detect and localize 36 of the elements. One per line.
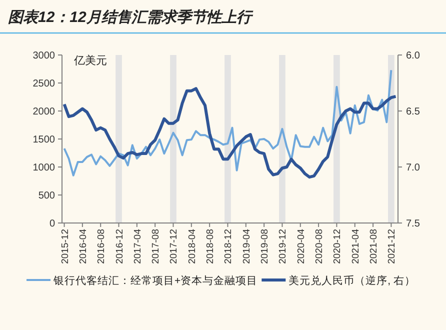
y-tick-label: 1500: [32, 134, 56, 146]
x-tick-label: 2021-04: [350, 229, 362, 264]
x-tick-label: 2017-04: [132, 229, 144, 264]
y-tick-label: 2500: [32, 78, 56, 90]
x-tick-label: 2017-12: [168, 229, 180, 264]
legend-label: 银行代客结汇：经常项目+资本与金融项目: [52, 274, 258, 287]
x-tick-label: 2019-12: [278, 229, 289, 264]
x-tick-label: 2020-08: [314, 229, 326, 264]
y-tick-label: 1000: [32, 162, 56, 174]
y2-tick-label: 7.5: [406, 218, 420, 230]
x-tick-label: 2019-04: [241, 229, 252, 264]
x-tick-label: 2020-04: [296, 229, 307, 264]
y-tick-label: 3000: [32, 50, 56, 62]
y2-tick-label: 6.0: [406, 50, 420, 62]
x-tick-label: 2016-08: [96, 229, 108, 264]
y2-tick-label: 6.5: [406, 106, 420, 118]
x-tick-label: 2018-08: [205, 229, 216, 264]
y-axis-title: 亿美元: [73, 54, 107, 67]
x-tick-label: 2016-04: [78, 229, 89, 264]
legend-label: 美元兑人民币（逆序, 右）: [288, 274, 416, 287]
y-tick-label: 500: [38, 190, 56, 202]
x-tick-label: 2015-12: [60, 229, 71, 264]
x-tick-label: 2019-08: [260, 229, 271, 264]
x-tick-label: 2016-12: [114, 229, 126, 264]
line-series: [62, 87, 398, 179]
chart-title: 图表12：12月结售汇需求季节性上行: [8, 9, 254, 26]
x-tick-label: 2017-08: [150, 229, 162, 264]
y-tick-label: 2000: [32, 106, 56, 118]
x-tick-label: 2018-12: [223, 229, 234, 264]
line-series: [63, 69, 392, 176]
y-tick-label: 0: [49, 218, 56, 230]
x-tick-label: 2021-08: [368, 229, 380, 264]
x-tick-label: 2018-04: [186, 229, 198, 264]
x-tick-label: 2020-12: [332, 229, 344, 264]
x-tick-label: 2021-12: [386, 229, 398, 264]
y2-tick-label: 7.0: [406, 162, 420, 174]
